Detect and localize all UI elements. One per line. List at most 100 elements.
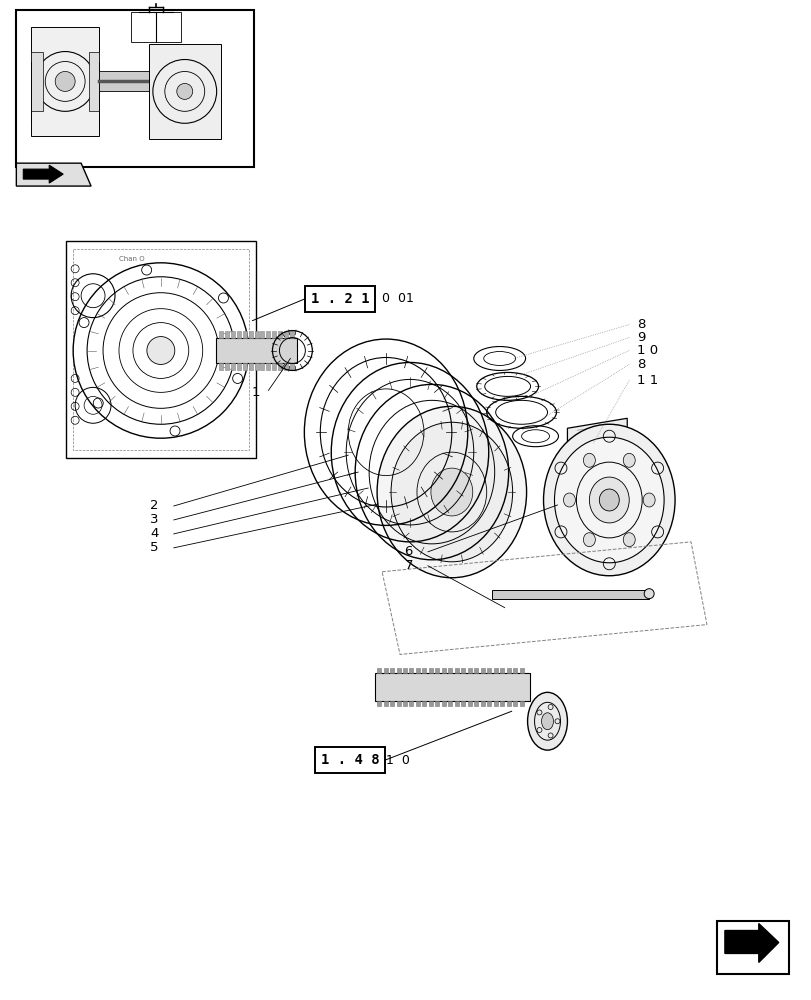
Bar	[248, 331, 252, 338]
Ellipse shape	[541, 713, 553, 730]
Bar	[389, 668, 393, 673]
Bar	[315, 747, 384, 773]
Text: 3: 3	[150, 513, 159, 526]
Circle shape	[55, 71, 75, 91]
Bar	[506, 668, 510, 673]
Bar	[305, 286, 375, 312]
Bar	[493, 668, 497, 673]
Bar	[396, 701, 400, 706]
Bar	[225, 363, 229, 370]
Bar	[409, 668, 413, 673]
Ellipse shape	[527, 692, 567, 750]
Ellipse shape	[431, 468, 472, 516]
Bar	[254, 331, 258, 338]
Bar	[448, 701, 452, 706]
Bar	[73, 249, 248, 450]
Ellipse shape	[642, 493, 654, 507]
Bar	[389, 701, 393, 706]
Bar	[500, 668, 504, 673]
Bar	[441, 701, 445, 706]
Text: 4: 4	[150, 527, 159, 540]
Bar	[461, 668, 465, 673]
Bar	[290, 363, 294, 370]
Text: 0  01: 0 01	[382, 292, 414, 305]
Bar	[218, 363, 222, 370]
Bar	[16, 10, 253, 167]
Bar	[284, 363, 288, 370]
Circle shape	[643, 589, 654, 599]
Text: 1 1: 1 1	[637, 374, 658, 387]
Bar	[383, 668, 387, 673]
Bar	[376, 701, 380, 706]
Text: 9: 9	[637, 331, 645, 344]
Text: Chan O: Chan O	[119, 256, 144, 262]
Bar	[375, 673, 529, 701]
Bar	[428, 701, 432, 706]
Bar	[716, 921, 787, 974]
Bar	[487, 701, 491, 706]
Bar	[519, 668, 523, 673]
Polygon shape	[724, 924, 778, 962]
Ellipse shape	[391, 422, 512, 562]
Bar	[448, 668, 452, 673]
Polygon shape	[24, 165, 63, 183]
Text: 1  0: 1 0	[385, 754, 410, 767]
Bar	[32, 52, 43, 111]
Bar	[131, 12, 181, 42]
Bar	[435, 668, 439, 673]
Bar	[278, 363, 282, 370]
Text: 8: 8	[637, 318, 645, 331]
Bar	[467, 701, 471, 706]
Bar	[513, 701, 517, 706]
Bar	[266, 363, 270, 370]
Bar	[402, 668, 406, 673]
Ellipse shape	[582, 453, 594, 467]
Bar	[435, 701, 439, 706]
Bar	[230, 331, 234, 338]
Text: 6: 6	[404, 545, 413, 558]
Ellipse shape	[589, 477, 629, 523]
Bar	[415, 701, 419, 706]
Ellipse shape	[563, 493, 575, 507]
Text: 1: 1	[251, 386, 260, 399]
Ellipse shape	[599, 489, 619, 511]
Bar	[474, 668, 478, 673]
Bar	[519, 701, 523, 706]
Bar	[461, 701, 465, 706]
Ellipse shape	[554, 437, 663, 563]
Bar	[278, 331, 282, 338]
Bar	[248, 363, 252, 370]
Circle shape	[177, 83, 192, 99]
Bar	[242, 363, 247, 370]
Ellipse shape	[623, 453, 634, 467]
Bar	[491, 590, 648, 599]
Bar	[454, 701, 458, 706]
Bar	[428, 668, 432, 673]
Bar	[396, 668, 400, 673]
Bar	[32, 27, 99, 136]
Bar	[402, 701, 406, 706]
Bar	[415, 668, 419, 673]
Polygon shape	[16, 163, 91, 186]
Bar	[409, 701, 413, 706]
Bar	[441, 668, 445, 673]
Bar	[216, 338, 297, 363]
Bar	[242, 331, 247, 338]
Bar	[480, 668, 484, 673]
Bar	[376, 668, 380, 673]
Bar	[290, 331, 294, 338]
Bar	[272, 363, 276, 370]
Ellipse shape	[623, 533, 634, 547]
Bar	[506, 701, 510, 706]
Bar	[236, 331, 240, 338]
Bar	[260, 363, 264, 370]
Bar	[480, 701, 484, 706]
Bar	[383, 701, 387, 706]
Polygon shape	[567, 418, 626, 458]
Text: 7: 7	[404, 559, 413, 572]
Bar	[513, 668, 517, 673]
Bar	[148, 44, 221, 139]
Bar	[266, 331, 270, 338]
Bar	[493, 701, 497, 706]
Bar	[254, 363, 258, 370]
